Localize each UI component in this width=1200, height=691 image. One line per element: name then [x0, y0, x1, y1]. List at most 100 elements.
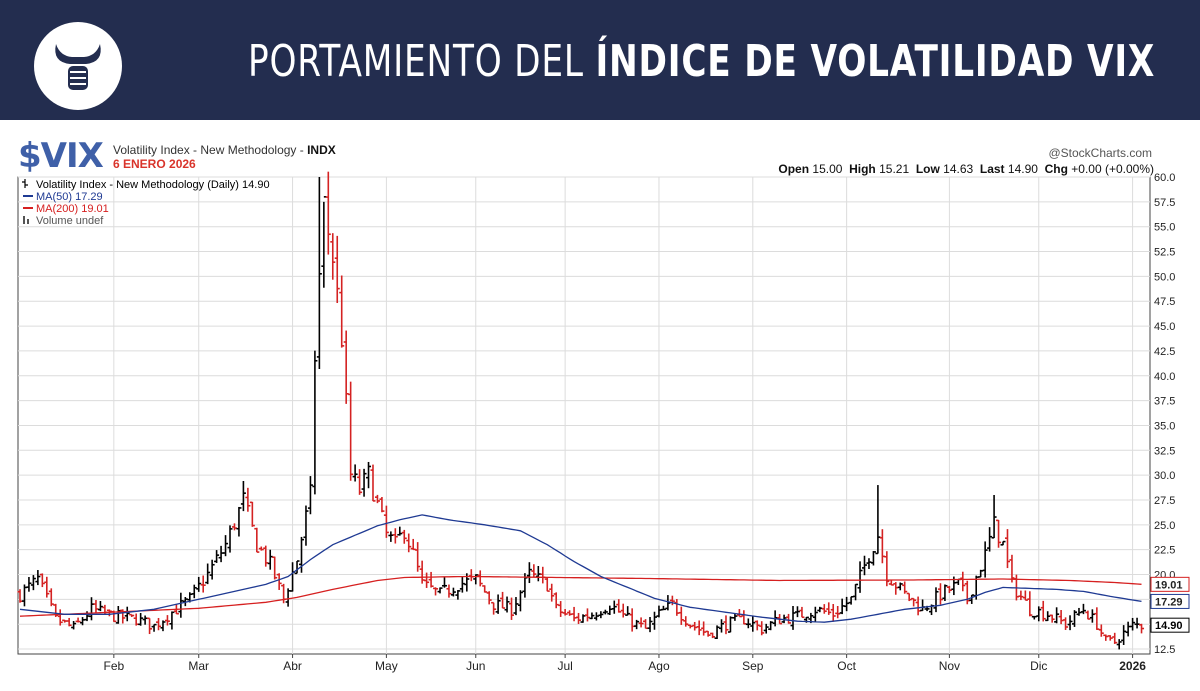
ohlc-bar [531, 564, 537, 577]
ohlc-bar [750, 615, 756, 632]
ma200-value-tag: 19.01 [1150, 576, 1190, 592]
ohlc-bar [1027, 591, 1033, 617]
y-tick-label: 25.0 [1154, 520, 1175, 532]
exchange-label: INDX [307, 143, 336, 157]
ohlc-bar [669, 595, 675, 606]
ohlc-bar [634, 619, 640, 630]
last-price-tag-text: 14.90 [1155, 620, 1183, 632]
ohlc-bar [812, 606, 818, 622]
open-label: Open [778, 162, 810, 176]
low-value: 14.63 [943, 162, 974, 176]
ohlc-bar [732, 614, 738, 621]
ohlc-bar [991, 495, 997, 539]
ohlc-bar [433, 587, 439, 596]
ohlc-bar [258, 546, 264, 551]
ohlc-bar [35, 570, 41, 586]
legend-entry: MA(50) 17.29 [36, 191, 103, 203]
ohlc-bar [428, 571, 434, 588]
ohlc-bar [97, 601, 103, 612]
high-label: High [849, 162, 876, 176]
ohlc-bar [200, 575, 206, 593]
y-tick-label: 27.5 [1154, 495, 1175, 507]
x-tick-label: Abr [283, 659, 302, 673]
ohlc-bar [415, 542, 421, 572]
x-tick-label: Jul [557, 659, 572, 673]
ohlc-bar [236, 506, 242, 537]
ohlc-bar [482, 585, 488, 593]
ohlc-bar [205, 563, 211, 585]
last-label: Last [979, 162, 1005, 176]
ohlc-bar [1107, 635, 1113, 641]
ohlc-bar [66, 617, 72, 627]
ohlc-bar [598, 611, 604, 619]
ohlc-bar [303, 505, 309, 546]
ohlc-bar [665, 595, 671, 611]
x-tick-label: Ago [648, 659, 670, 673]
open-value: 15.00 [812, 162, 843, 176]
ohlc-bar [696, 620, 702, 636]
ohlc-bar [348, 381, 354, 481]
ohlc-bar [276, 573, 282, 590]
ohlc-bar [1085, 610, 1091, 620]
ohlc-bar [191, 584, 197, 599]
ohlc-bar [1036, 606, 1042, 622]
ohlc-bar [294, 560, 300, 575]
plot-area [17, 176, 1151, 655]
ohlc-bar [334, 235, 340, 304]
ohlc-bar [888, 580, 894, 586]
ohlc-bar [1072, 610, 1078, 627]
ohlc-bar [254, 527, 260, 553]
y-tick-label: 40.0 [1154, 371, 1175, 383]
ohlc-bar [982, 541, 988, 578]
ohlc-bar [455, 590, 461, 600]
chart-legend: Volatility Index - New Methodology (Dail… [22, 179, 270, 227]
ohlc-bar [794, 606, 800, 618]
legend-entry: MA(200) 19.01 [36, 203, 109, 215]
ohlc-bar [424, 572, 430, 588]
y-tick-label: 35.0 [1154, 420, 1175, 432]
ohlc-bar [397, 526, 403, 536]
ohlc-bar [611, 600, 617, 614]
last-price-tag: 14.90 [1150, 617, 1190, 633]
banner: PORTAMIENTO DEL ÍNDICE DE VOLATILIDAD VI… [0, 0, 1200, 120]
x-tick-label: Dic [1030, 659, 1047, 673]
ohlc-bar [589, 612, 595, 620]
ohlc-bar [495, 594, 501, 614]
ohlc-bar [857, 561, 863, 593]
ohlc-bar [1116, 639, 1122, 650]
ohlc-bar [714, 625, 720, 639]
y-tick-label: 12.5 [1154, 644, 1175, 656]
ohlc-bar [156, 617, 162, 631]
ohlc-bar [946, 585, 952, 594]
ohlc-bar [933, 587, 939, 613]
instrument-name: Volatility Index - New Methodology - IND… [113, 143, 336, 157]
ohlc-bar [209, 559, 215, 580]
ohlc-bar [799, 606, 805, 619]
ohlc-bar [786, 613, 792, 624]
banner-title: PORTAMIENTO DEL ÍNDICE DE VOLATILIDAD VI… [248, 30, 1155, 94]
x-tick-label: Mar [188, 659, 209, 673]
ohlc-bar [437, 587, 443, 594]
low-label: Low [915, 162, 940, 176]
ohlc-bar [549, 583, 555, 602]
ohlc-bar [272, 556, 278, 580]
y-tick-label: 45.0 [1154, 321, 1175, 333]
legend-volume-bar-icon [27, 219, 29, 224]
ohlc-bar [1022, 590, 1028, 601]
ohlc-bar [683, 616, 689, 627]
ohlc-bar [638, 617, 644, 628]
x-tick-label: Oct [837, 659, 856, 673]
ma50-value-tag-text: 17.29 [1155, 596, 1183, 608]
quote-summary: Open 15.00 High 15.21 Low 14.63 Last 14.… [778, 162, 1154, 176]
ohlc-bar [44, 576, 50, 598]
chg-value: +0.00 (+0.00%) [1071, 162, 1154, 176]
ohlc-bar [401, 529, 407, 544]
last-value: 14.90 [1007, 162, 1038, 176]
y-tick-label: 37.5 [1154, 396, 1175, 408]
ohlc-bar [339, 275, 345, 348]
ohlc-bar [937, 583, 943, 605]
legend-ohlc-bar-icon [22, 179, 28, 188]
y-tick-label: 50.0 [1154, 271, 1175, 283]
ohlc-bar [366, 461, 372, 489]
ohlc-bar [325, 171, 331, 255]
